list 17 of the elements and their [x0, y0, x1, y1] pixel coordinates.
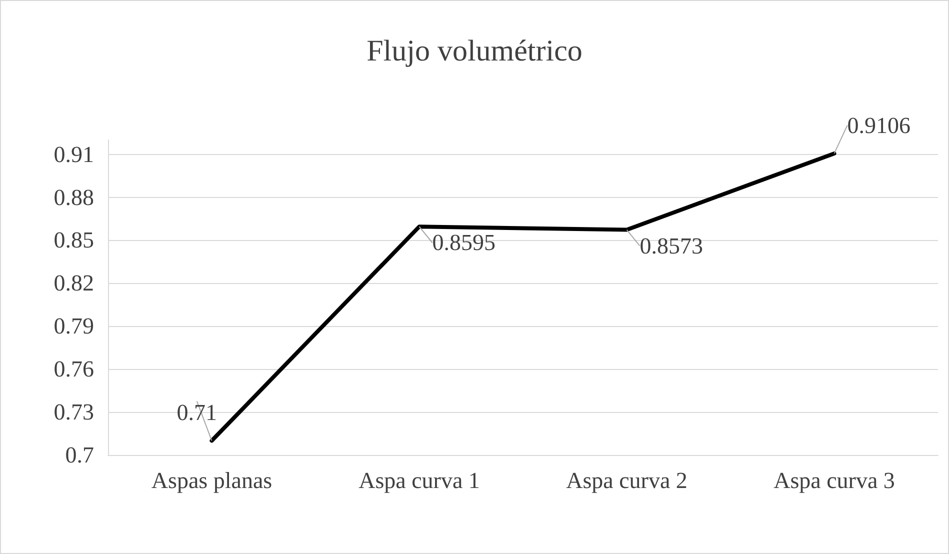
data-label: 0.71: [176, 400, 217, 426]
data-label: 0.8595: [432, 230, 496, 256]
x-tick-label: Aspa curva 3: [774, 468, 895, 493]
y-tick-label: 0.7: [65, 442, 94, 468]
x-tick-label: Aspa curva 2: [566, 468, 688, 493]
y-tick-label: 0.85: [54, 228, 94, 253]
y-tick-label: 0.82: [54, 270, 94, 296]
x-tick-label: Aspas planas: [151, 468, 272, 493]
y-tick-label: 0.91: [54, 142, 94, 167]
data-label: 0.8573: [640, 233, 703, 258]
x-tick-label: Aspa curva 1: [358, 468, 480, 493]
y-tick-label: 0.76: [54, 356, 94, 382]
y-tick-label: 0.73: [54, 400, 94, 425]
y-tick-label: 0.88: [54, 184, 94, 210]
chart-title: Flujo volumétrico: [366, 34, 582, 68]
data-label: 0.9106: [847, 112, 910, 138]
y-tick-label: 0.79: [54, 314, 94, 339]
